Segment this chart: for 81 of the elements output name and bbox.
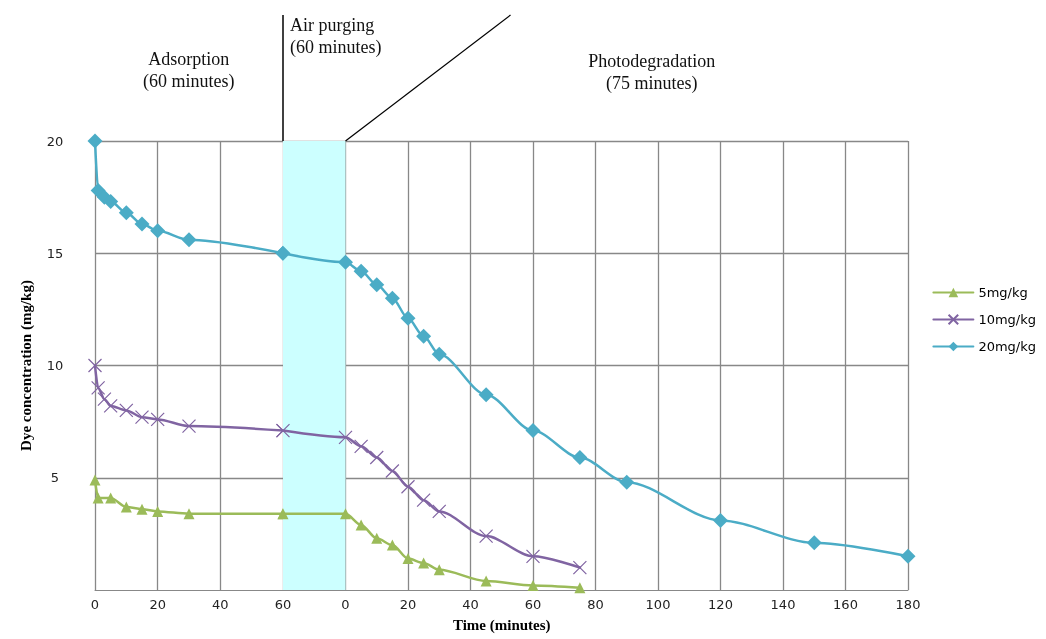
y-tick-label: 5 (50, 470, 60, 486)
legend-label: 20mg/kg (978, 339, 1037, 354)
point (369, 277, 385, 293)
point (525, 549, 541, 564)
x-tick-label: 20 (149, 597, 166, 612)
point (713, 512, 728, 528)
point (87, 358, 103, 373)
x-tick-label: 60 (274, 597, 292, 612)
point (400, 479, 416, 494)
x-tick-label: 60 (524, 597, 542, 612)
point (572, 560, 587, 575)
point (91, 380, 106, 396)
point (480, 575, 492, 587)
point (92, 492, 104, 504)
point (806, 535, 822, 551)
point (416, 328, 432, 344)
text: Air purging (60 minutes) (290, 14, 382, 58)
point (150, 223, 166, 239)
point (87, 133, 103, 149)
point (433, 564, 445, 576)
point (619, 474, 635, 490)
point (432, 504, 447, 519)
point (574, 582, 586, 594)
legend-label: 5mg/kg (978, 285, 1028, 300)
point (340, 508, 351, 520)
x-tick-label: 20 (399, 597, 417, 612)
x-tick-label: 120 (708, 597, 733, 612)
point (431, 346, 447, 362)
y-axis-title: Dye concentration (mg/kg) (17, 280, 35, 451)
x-tick-label: 80 (587, 597, 604, 612)
point (136, 503, 148, 515)
point (119, 403, 134, 418)
x-tick-label: 0 (90, 597, 100, 612)
legend-label: 10mg/kg (978, 312, 1037, 327)
x-tick-label: 100 (645, 597, 671, 612)
y-tick-label: 20 (46, 133, 64, 149)
point (183, 508, 195, 520)
x-tick-label: 40 (462, 597, 479, 612)
point (89, 474, 101, 486)
point (150, 412, 165, 427)
point (103, 398, 118, 414)
x-tick-label: 140 (770, 597, 796, 612)
point (152, 505, 164, 517)
point (572, 450, 588, 466)
point (418, 557, 430, 569)
point (338, 254, 353, 270)
point (354, 439, 369, 454)
point (181, 232, 197, 248)
point (384, 290, 400, 306)
point (118, 205, 134, 221)
point (371, 532, 383, 544)
point (355, 519, 367, 531)
point (416, 493, 431, 508)
point (338, 430, 353, 445)
point (525, 423, 541, 439)
point (97, 392, 112, 407)
point (478, 387, 494, 403)
point (400, 310, 416, 326)
x-tick-label: 0 (341, 597, 350, 612)
y-tick-label: 10 (46, 358, 64, 373)
x-tick-label: 40 (212, 597, 229, 612)
point (134, 410, 150, 425)
point (353, 263, 369, 279)
point (103, 194, 119, 210)
point (385, 463, 400, 479)
point (181, 419, 197, 434)
x-tick-label: 160 (833, 597, 858, 612)
point (527, 580, 539, 592)
text: Photodegradation (75 minutes) (588, 50, 716, 94)
text: Adsorption (60 minutes) (143, 48, 235, 92)
point (105, 492, 117, 504)
point (402, 553, 414, 565)
point (369, 450, 384, 465)
point (900, 548, 916, 564)
y-tick-label: 15 (46, 245, 64, 261)
x-tick-label: 180 (895, 597, 921, 612)
x-axis-title: Time (minutes) (452, 616, 551, 634)
point (120, 501, 132, 513)
point (386, 539, 398, 551)
point (134, 216, 150, 232)
point (479, 529, 494, 544)
